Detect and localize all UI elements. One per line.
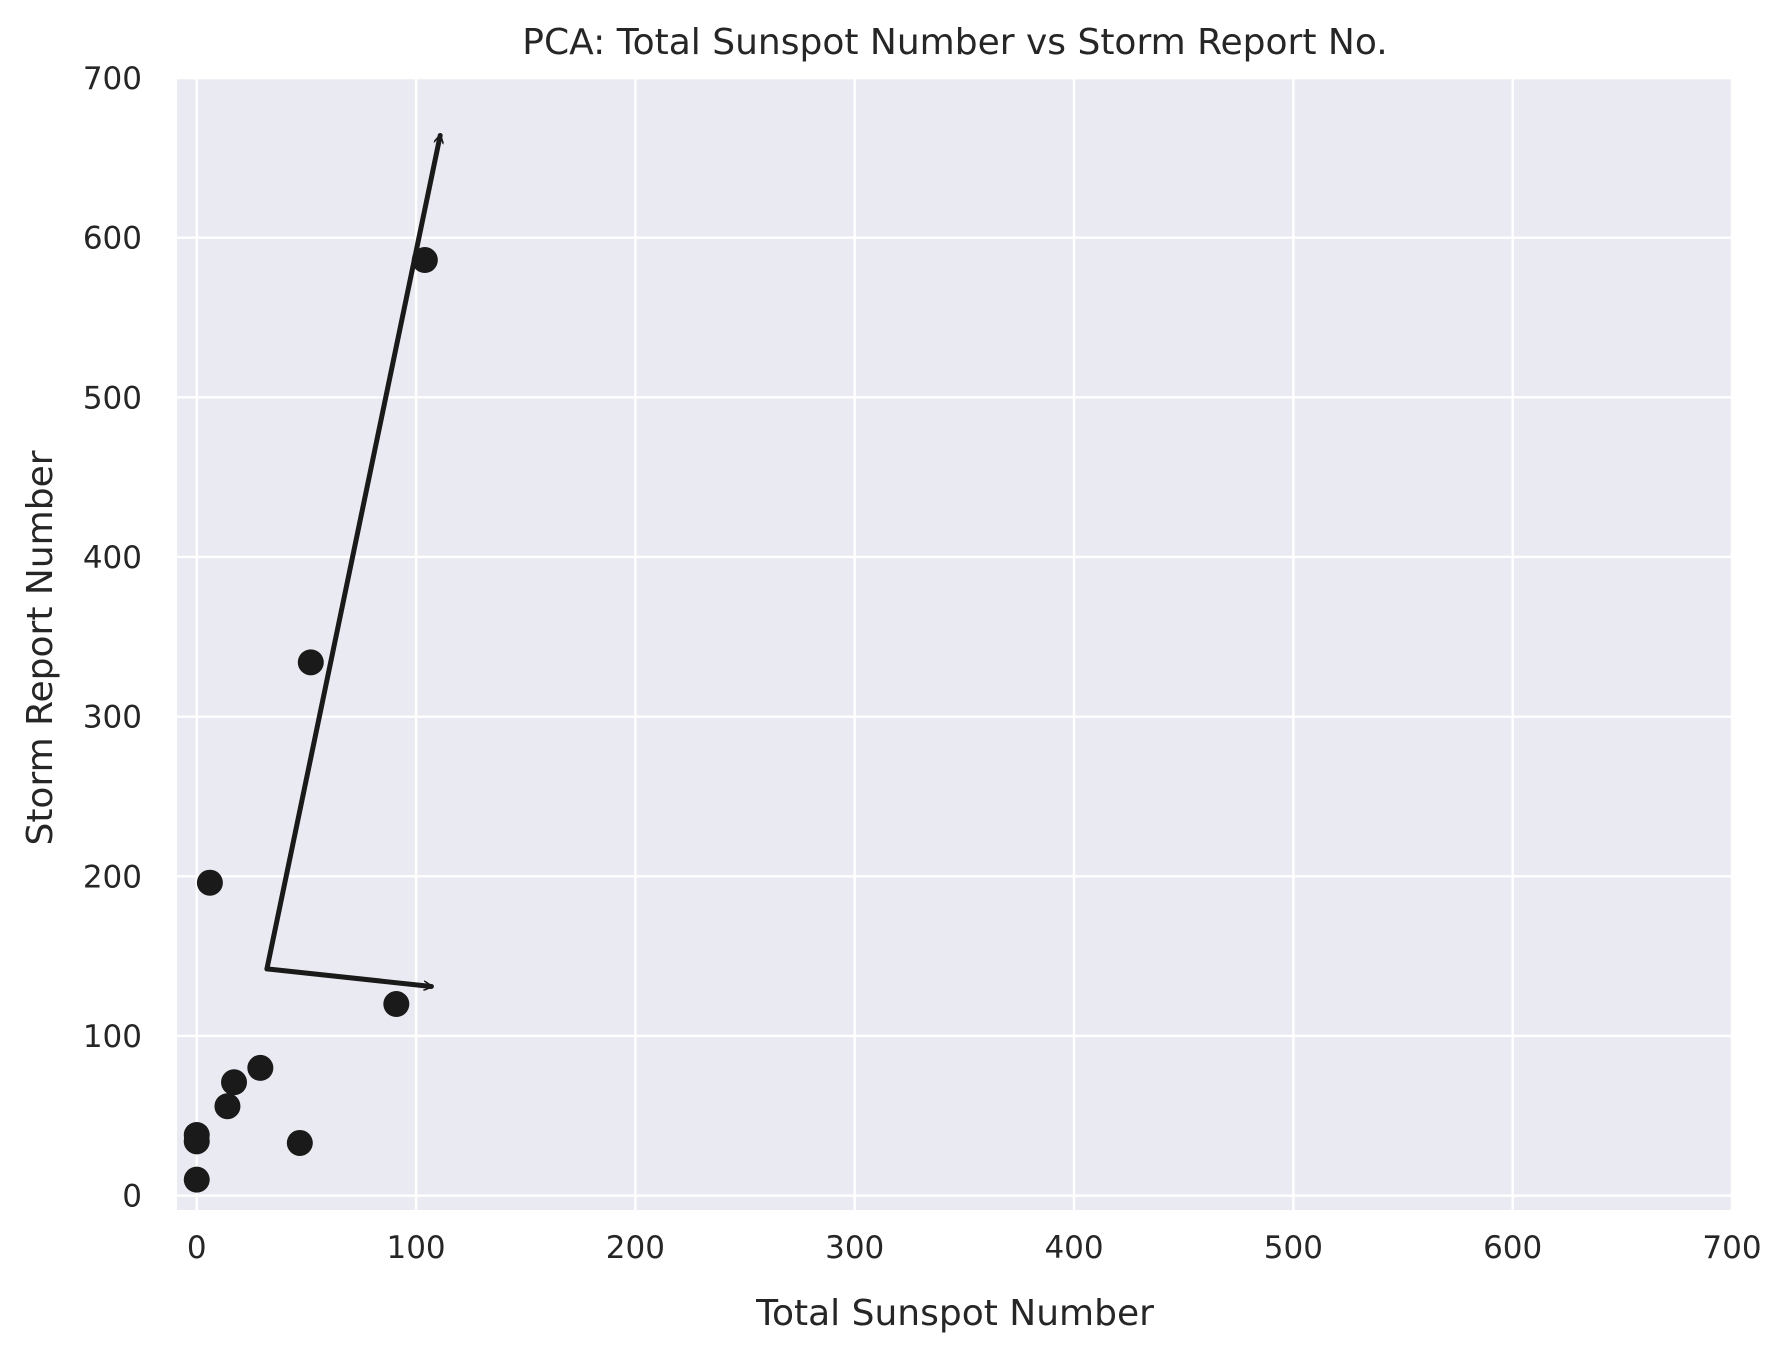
x-tick-label: 500 [1264, 1230, 1323, 1266]
pca-component-arrows [264, 132, 440, 987]
data-point [221, 1069, 248, 1096]
data-point [297, 649, 324, 676]
data-point [183, 1128, 210, 1155]
plot-area [177, 78, 1732, 1210]
y-tick-label: 0 [122, 1179, 142, 1215]
y-tick-label: 600 [83, 221, 142, 257]
x-tick-label: 200 [606, 1230, 665, 1266]
data-point [286, 1129, 313, 1156]
data-points [183, 247, 438, 1193]
pca-component-arrow [264, 132, 440, 972]
y-tick-label: 500 [83, 380, 142, 416]
x-axis-ticks: 0 100 200 300 400 500 600 700 [187, 1230, 1762, 1266]
data-point [183, 1166, 210, 1193]
data-point [196, 869, 223, 896]
y-tick-label: 700 [83, 61, 142, 97]
x-axis-label: Total Sunspot Number [755, 1293, 1154, 1334]
data-point [411, 247, 438, 274]
data-point [214, 1093, 241, 1120]
y-tick-label: 400 [83, 540, 142, 576]
x-tick-label: 300 [825, 1230, 884, 1266]
y-tick-label: 300 [83, 700, 142, 736]
data-point [247, 1054, 274, 1081]
chart-title: PCA: Total Sunspot Number vs Storm Repor… [522, 22, 1387, 63]
pca-component-arrow [264, 966, 434, 987]
y-axis-label: Storm Report Number [20, 450, 61, 845]
y-tick-label: 200 [83, 859, 142, 895]
x-tick-label: 0 [187, 1230, 207, 1266]
grid-lines [177, 76, 1734, 1210]
x-tick-label: 400 [1044, 1230, 1103, 1266]
y-tick-label: 100 [83, 1019, 142, 1055]
y-axis-ticks: 0 100 200 300 400 500 600 700 [83, 61, 142, 1215]
x-tick-label: 100 [386, 1230, 445, 1266]
x-tick-label: 700 [1702, 1230, 1761, 1266]
x-tick-label: 600 [1483, 1230, 1542, 1266]
data-point [383, 991, 410, 1018]
